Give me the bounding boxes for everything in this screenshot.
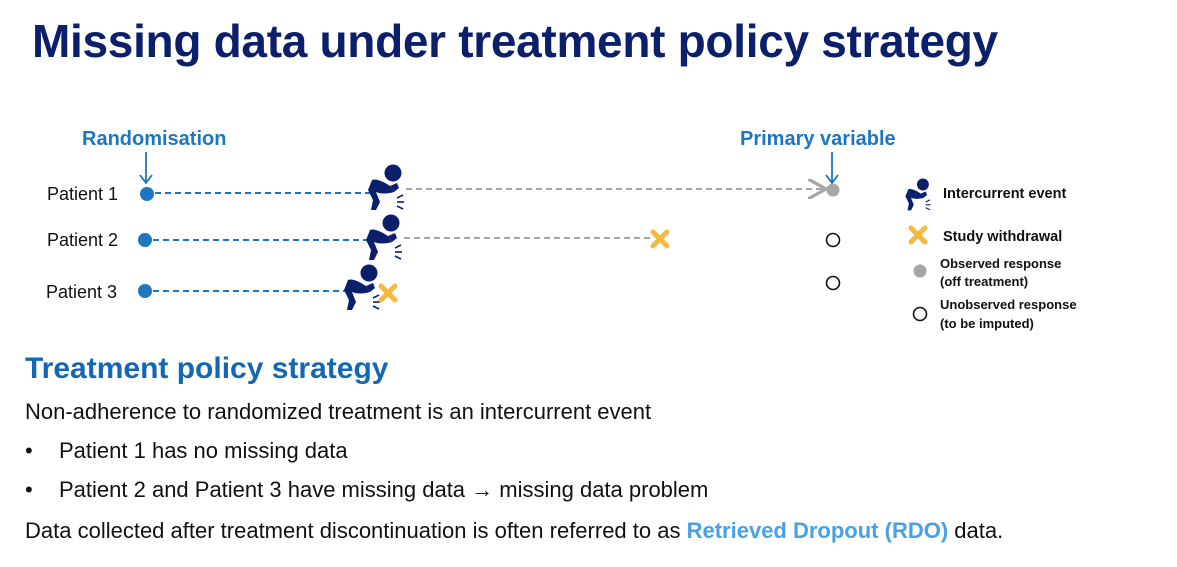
bullet-text: Patient 2 and Patient 3 have missing dat… <box>59 477 709 502</box>
patient-2-unobserved-response <box>825 232 841 248</box>
legend-unobserved-label-1: Unobserved response <box>940 297 1077 312</box>
timeline-diagram: Randomisation Primary variable Patient 1… <box>46 128 1077 331</box>
patient-1-intercurrent-icon <box>367 164 405 211</box>
legend-intercurrent-icon <box>904 178 932 211</box>
intro-text: Non-adherence to randomized treatment is… <box>25 399 652 424</box>
legend: Intercurrent event Study withdrawal Obse… <box>904 178 1077 331</box>
patient-1-label: Patient 1 <box>47 184 118 204</box>
patient-2-label: Patient 2 <box>47 230 118 250</box>
patient-2-withdrawal-icon <box>653 232 667 246</box>
page-title: Missing data under treatment policy stra… <box>32 15 998 67</box>
legend-withdrawal-icon <box>911 228 925 242</box>
patient-3-intercurrent-icon <box>343 264 381 311</box>
legend-unobserved-label-2: (to be imputed) <box>940 316 1034 331</box>
patient-3-unobserved-response <box>825 275 841 291</box>
legend-observed-label-1: Observed response <box>940 256 1061 271</box>
rdo-highlight: Retrieved Dropout (RDO) <box>686 518 949 543</box>
patient-3-label: Patient 3 <box>46 282 117 302</box>
bullet-marker: • <box>25 438 33 463</box>
legend-observed-label-2: (off treatment) <box>940 274 1028 289</box>
patient-3-start-dot <box>138 284 152 298</box>
footer-text-after: data. <box>948 518 1004 543</box>
primary-variable-label: Primary variable <box>740 128 896 150</box>
footer-text-before: Data collected after treatment discontin… <box>25 518 687 543</box>
patient-2-intercurrent-icon <box>365 214 403 261</box>
randomisation-label: Randomisation <box>82 128 226 150</box>
legend-unobserved-dot <box>912 306 928 322</box>
patient-1-start-dot <box>140 187 154 201</box>
legend-withdrawal-label: Study withdrawal <box>943 229 1062 245</box>
section-subtitle: Treatment policy strategy <box>25 352 389 385</box>
footer-text: Data collected after treatment discontin… <box>25 518 1003 544</box>
patient-2-start-dot <box>138 233 152 247</box>
legend-intercurrent-label: Intercurrent event <box>943 186 1066 202</box>
bullet-item-2: • Patient 2 and Patient 3 have missing da… <box>25 477 708 503</box>
bullet-item-1: • Patient 1 has no missing data <box>25 438 348 464</box>
legend-observed-dot <box>913 264 927 278</box>
bullet-marker: • <box>25 477 33 502</box>
patient-3-withdrawal-icon <box>381 286 395 300</box>
patient-1-observed-response <box>826 183 840 197</box>
bullet-text: Patient 1 has no missing data <box>59 438 348 463</box>
